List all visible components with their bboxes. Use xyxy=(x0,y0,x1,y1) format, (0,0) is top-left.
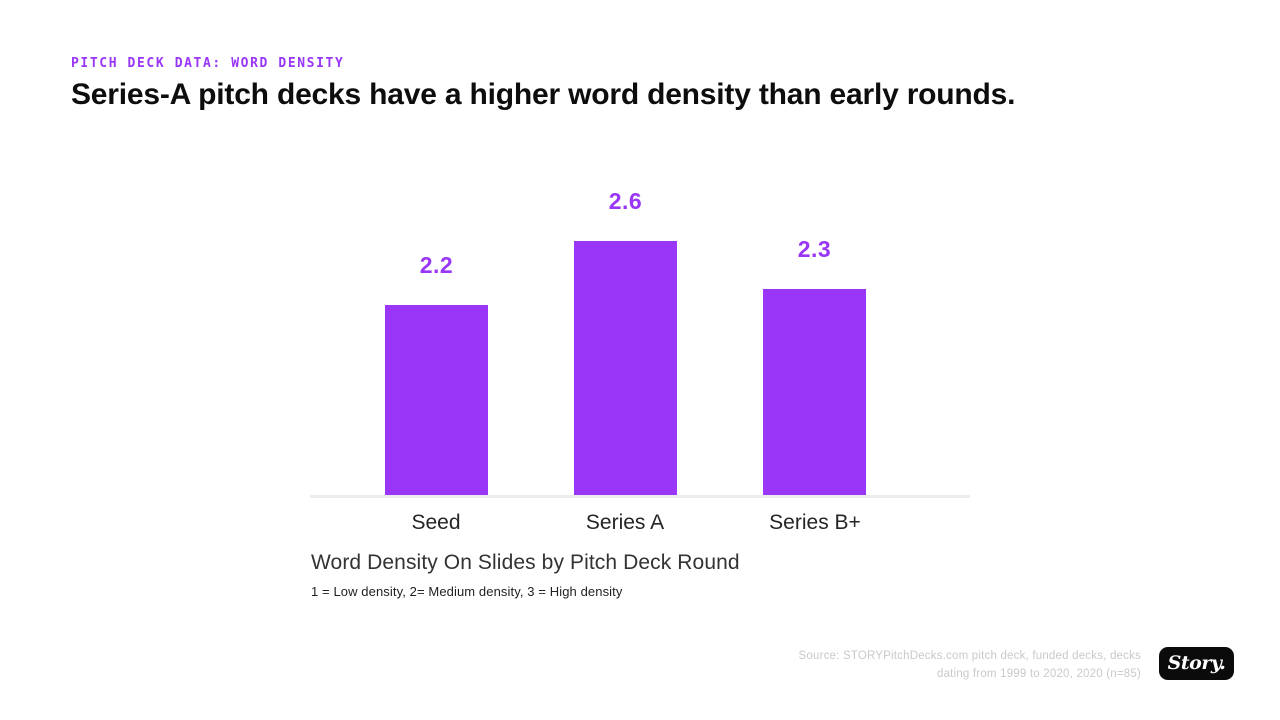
eyebrow-label: PITCH DECK DATA: WORD DENSITY xyxy=(71,56,345,71)
bar-value-label: 2.3 xyxy=(797,236,832,262)
bar-value-label: 2.2 xyxy=(419,252,454,278)
source-line-2: dating from 1999 to 2020, 2020 (n=85) xyxy=(936,667,1141,680)
bar-seed xyxy=(385,305,488,497)
bar-series-a xyxy=(574,241,677,497)
x-axis-label-series-b-plus: Series B+ xyxy=(769,511,861,534)
source-line-1: Source: STORYPitchDecks.com pitch deck, … xyxy=(798,650,1141,662)
page-title: Series-A pitch decks have a higher word … xyxy=(71,78,1016,111)
chart-note: 1 = Low density, 2= Medium density, 3 = … xyxy=(311,584,623,599)
source-text: Source: STORYPitchDecks.com pitch deck, … xyxy=(799,648,1141,683)
story-logo-text: Story. xyxy=(1167,651,1226,674)
x-axis-line xyxy=(310,495,970,498)
bar-chart: 2.2 2.6 2.3 Seed Series A Series B+ xyxy=(310,160,970,534)
bar-group-series-b-plus: 2.3 xyxy=(763,236,866,497)
bar-value-label: 2.6 xyxy=(608,188,643,214)
bar-group-seed: 2.2 xyxy=(385,252,488,497)
x-axis-label-series-a: Series A xyxy=(585,511,665,534)
chart-caption: Word Density On Slides by Pitch Deck Rou… xyxy=(311,551,740,574)
story-logo: Story. xyxy=(1159,647,1234,680)
x-axis-label-seed: Seed xyxy=(411,511,461,534)
bar-group-series-a: 2.6 xyxy=(574,188,677,497)
bar-series-b-plus xyxy=(763,289,866,497)
